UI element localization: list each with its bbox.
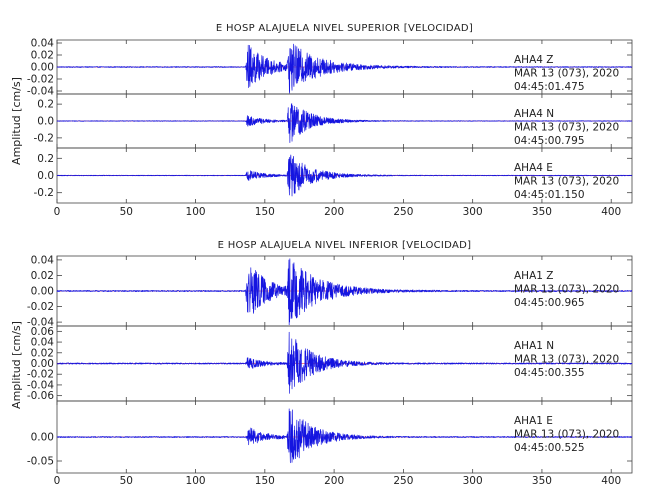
trace-annotation-line: AHA1 Z: [514, 270, 553, 282]
x-tick-label: 400: [601, 206, 621, 218]
panel-aha4-z: 0.040.020.00-0.02-0.04 AHA4 Z MAR 13 (073)…: [27, 38, 633, 98]
charts-group: E HOSP ALAJUELA NIVEL SUPERIOR [VELOCIDA…: [10, 23, 633, 487]
x-tick-label: 150: [255, 475, 275, 487]
x-tick-label: 400: [601, 475, 621, 487]
y-axis-label: Amplitud [cm/s]: [10, 321, 23, 409]
x-axis-labels: 0 50 100 150 200 250 300 350 400: [54, 206, 622, 218]
x-tick-label: 50: [120, 475, 133, 487]
y-tick-label: -0.06: [27, 390, 54, 402]
waveform-trace: [56, 331, 633, 394]
y-tick-label: -0.04: [27, 317, 54, 329]
x-tick-label: 0: [54, 206, 61, 218]
chart-1: E HOSP ALAJUELA NIVEL SUPERIOR [VELOCIDA…: [10, 23, 633, 218]
x-tick-label: 0: [54, 475, 61, 487]
x-axis-labels: 0 50 100 150 200 250 300 350 400: [54, 475, 622, 487]
panel-aha1-n: 0.060.040.020.00-0.02-0.04-0.06 AHA1 N MAR…: [27, 325, 633, 402]
y-axis-label: Amplitud [cm/s]: [10, 77, 23, 165]
trace-annotation-line: 04:45:01.475: [514, 81, 585, 93]
waveform-trace: [56, 103, 633, 143]
x-tick-label: 250: [393, 206, 413, 218]
panel-aha1-e: 0.00 -0.05 AHA1 E MAR 13 (073), 202004:45:0…: [27, 400, 633, 474]
y-tick-label: 0.04: [31, 254, 55, 266]
trace-annotation-line: 04:45:00.795: [514, 135, 585, 147]
trace-annotation-line: 04:45:01.150: [514, 189, 585, 201]
x-tick-label: 200: [324, 475, 344, 487]
trace-annotation-line: 04:45:00.965: [514, 297, 585, 309]
y-tick-label: 0.02: [31, 270, 54, 282]
y-tick-label: 0.04: [31, 337, 55, 349]
chart-title: E HOSP ALAJUELA NIVEL INFERIOR [VELOCIDA…: [218, 240, 472, 251]
y-tick-label: -0.02: [27, 369, 54, 381]
y-tick-label: 0.0: [37, 116, 54, 128]
waveform-trace: [56, 408, 633, 464]
y-tick-label: 0.06: [31, 326, 55, 338]
x-tick-label: 200: [324, 206, 344, 218]
y-tick-label: 0.2: [37, 153, 54, 165]
y-tick-label: 0.0: [37, 170, 54, 182]
y-tick-label: 0.00: [31, 432, 54, 444]
x-tick-label: 350: [532, 475, 552, 487]
y-tick-label: 0.02: [31, 50, 54, 62]
panel-aha4-e: 0.2 0.0 -0.2 AHA4 E MAR 13 (073), 202004:45:…: [34, 147, 633, 204]
y-tick-label: -0.04: [27, 86, 54, 98]
x-tick-label: 100: [186, 206, 206, 218]
trace-annotation-line: MAR 13 (073), 2020: [514, 354, 619, 366]
y-tick-label: 0.00: [31, 62, 54, 74]
chart-2: E HOSP ALAJUELA NIVEL INFERIOR [VELOCIDA…: [10, 240, 633, 487]
y-tick-label: 0.2: [37, 99, 54, 111]
trace-annotation-line: MAR 13 (073), 2020: [514, 122, 619, 134]
y-tick-label: -0.02: [27, 74, 54, 86]
trace-annotation-line: AHA1 E: [514, 415, 553, 427]
trace-annotation-line: AHA4 N: [514, 108, 554, 120]
panel-aha4-n: 0.2 0.0 -0.2 AHA4 N MAR 13 (073), 202004:45:…: [34, 93, 633, 149]
trace-annotation-line: MAR 13 (073), 2020: [514, 68, 619, 80]
trace-annotation-line: 04:45:00.355: [514, 367, 585, 379]
trace-annotation-line: MAR 13 (073), 2020: [514, 284, 619, 296]
x-tick-label: 350: [532, 206, 552, 218]
y-tick-label: 0.00: [31, 358, 54, 370]
trace-annotation-line: AHA4 E: [514, 162, 553, 174]
x-tick-label: 300: [463, 475, 483, 487]
y-tick-label: -0.2: [34, 187, 55, 199]
panel-aha1-z: 0.04 0.02 0.00 -0.02 -0.04 AHA1 Z MAR 13 (073)…: [27, 254, 633, 329]
waveform-trace: [56, 43, 633, 94]
trace-annotation-line: MAR 13 (073), 2020: [514, 429, 619, 441]
x-tick-label: 300: [463, 206, 483, 218]
y-tick-label: 0.04: [31, 38, 55, 50]
x-tick-label: 150: [255, 206, 275, 218]
trace-annotation-line: AHA1 N: [514, 340, 554, 352]
trace-annotation-line: 04:45:00.525: [514, 442, 585, 454]
trace-annotation-line: MAR 13 (073), 2020: [514, 176, 619, 188]
y-tick-label: 0.00: [31, 286, 54, 298]
y-tick-label: -0.04: [27, 379, 54, 391]
trace-annotation-line: AHA4 Z: [514, 54, 553, 66]
x-tick-label: 50: [120, 206, 133, 218]
y-tick-label: -0.2: [34, 132, 55, 144]
y-tick-label: 0.02: [31, 347, 54, 359]
waveform-trace: [56, 258, 633, 326]
chart-title: E HOSP ALAJUELA NIVEL SUPERIOR [VELOCIDA…: [216, 23, 473, 34]
x-tick-label: 250: [393, 475, 413, 487]
y-tick-label: -0.02: [27, 301, 54, 313]
y-tick-label: -0.05: [27, 456, 54, 468]
x-tick-label: 100: [186, 475, 206, 487]
waveform-trace: [56, 154, 633, 197]
